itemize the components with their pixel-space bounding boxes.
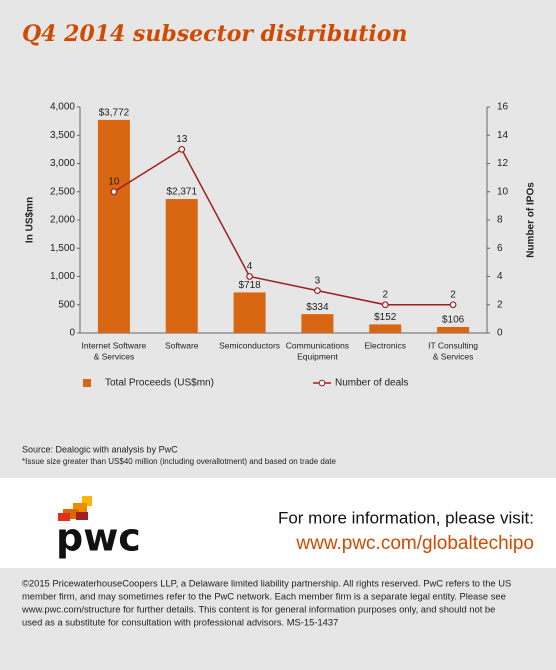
x-tick-label: Electronics	[364, 340, 406, 350]
line-value-label: 2	[450, 289, 456, 300]
source: Source: Dealogic with analysis by PwC	[22, 444, 178, 454]
y-tick-label: 3,500	[50, 130, 75, 141]
bar	[437, 327, 470, 333]
y-tick-label: 4,000	[50, 102, 75, 113]
source-note: *Issue size greater than US$40 million (…	[22, 457, 337, 466]
bar-value-label: $2,371	[166, 187, 197, 198]
y2-tick-label: 2	[497, 299, 503, 310]
bar	[165, 199, 198, 333]
footer-line: ©2015 PricewaterhouseCoopers LLP, a Dela…	[22, 577, 511, 588]
y2-tick-label: 4	[497, 271, 503, 282]
legend-marker	[318, 379, 326, 387]
x-tick-label: Semiconductors	[219, 340, 280, 350]
legend-swatch	[83, 379, 91, 387]
line-point	[110, 188, 118, 196]
bar	[233, 292, 266, 333]
x-tick-label: Equipment	[297, 351, 338, 361]
bar-value-label: $106	[442, 315, 465, 326]
y-tick-label: 0	[69, 328, 75, 339]
logo-square	[76, 512, 88, 520]
promo-text: For more information, please visit:	[278, 508, 534, 527]
line-value-label: 13	[176, 134, 188, 145]
bar	[97, 119, 130, 333]
line-value-label: 4	[247, 261, 253, 272]
legend-label: Total Proceeds (US$mn)	[105, 378, 214, 389]
y-tick-label: 1,000	[50, 271, 75, 282]
line-value-label: 2	[382, 289, 388, 300]
x-tick-label: IT Consulting	[428, 340, 478, 350]
footer-line: www.pwc.com/structure for further detail…	[21, 603, 495, 614]
bar-value-label: $152	[374, 312, 397, 323]
chart-title: Q4 2014 subsector distribution	[22, 21, 407, 47]
bar	[301, 314, 334, 333]
bar-value-label: $334	[306, 302, 329, 313]
y-tick-label: 3,000	[50, 158, 75, 169]
x-tick-label: & Services	[94, 351, 135, 361]
footer: ©2015 PricewaterhouseCoopers LLP, a Dela…	[21, 577, 511, 627]
line-value-label: 10	[108, 176, 120, 187]
line-point	[246, 273, 253, 280]
y2-tick-label: 6	[497, 243, 503, 254]
y2-tick-label: 16	[497, 102, 509, 113]
x-tick-label: Communications	[286, 340, 349, 350]
promo-url[interactable]: www.pwc.com/globaltechipo	[295, 533, 534, 554]
logo-square	[63, 509, 79, 519]
y2-axis-title: Number of IPOs	[526, 182, 537, 258]
x-tick-label: Software	[165, 340, 199, 350]
y2-tick-label: 8	[497, 215, 503, 226]
line	[113, 148, 454, 306]
bar-value-label: $718	[238, 280, 261, 291]
logo-square	[82, 496, 92, 506]
footer-line: member firm, and may sometimes refer to …	[22, 590, 506, 601]
legend-label: Number of deals	[335, 378, 408, 389]
bar	[369, 324, 402, 333]
line-point	[449, 301, 457, 309]
x-tick-label: & Services	[433, 351, 474, 361]
logo-square	[58, 513, 70, 521]
y2-tick-label: 12	[497, 158, 509, 169]
y-tick-label: 2,500	[50, 186, 75, 197]
footer-line: used as a substitute for consultation wi…	[22, 616, 338, 627]
line-point	[381, 301, 389, 309]
y2-tick-label: 0	[497, 328, 503, 339]
logo: pwc	[56, 516, 141, 560]
y2-tick-label: 10	[497, 186, 509, 197]
y-tick-label: 500	[58, 299, 75, 310]
line-point	[178, 145, 186, 153]
y-tick-label: 1,500	[50, 243, 75, 254]
line-value-label: 3	[315, 275, 321, 286]
y-axis-title: In US$mn	[25, 197, 36, 243]
y2-tick-label: 14	[497, 130, 509, 141]
x-tick-label: Internet Software	[82, 340, 147, 350]
bar-value-label: $3,772	[99, 108, 130, 119]
promo-band	[0, 478, 556, 568]
logo-squares	[58, 496, 92, 521]
line-point	[314, 287, 321, 295]
y-tick-label: 2,000	[50, 215, 75, 226]
